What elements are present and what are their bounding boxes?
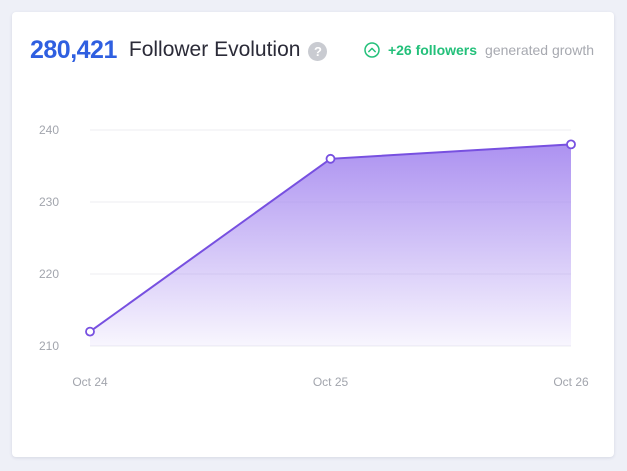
question-circle-icon[interactable]: ? (308, 42, 328, 61)
y-tick-label: 220 (39, 267, 59, 281)
y-tick-label: 240 (39, 123, 59, 137)
follower-evolution-card: 280,421 Follower Evolution ? +26 followe… (12, 12, 614, 457)
growth-value: +26 followers (387, 42, 478, 58)
growth-label: generated growth (485, 42, 594, 58)
x-tick-label: Oct 25 (313, 375, 349, 389)
data-points (85, 139, 576, 337)
y-tick-label: 230 (39, 195, 59, 209)
total-followers: 280,421 (30, 35, 117, 64)
data-point[interactable] (325, 153, 336, 164)
x-axis: Oct 24 Oct 25 Oct 26 (72, 375, 589, 389)
data-point[interactable] (85, 326, 95, 337)
card-header: 280,421 Follower Evolution ? +26 followe… (30, 34, 594, 66)
x-tick-label: Oct 24 (72, 375, 108, 389)
card-title: Follower Evolution (128, 38, 301, 61)
x-tick-label: Oct 26 (553, 375, 589, 389)
area-fill (90, 144, 571, 346)
data-point[interactable] (566, 139, 576, 150)
y-tick-label: 210 (39, 339, 59, 353)
y-axis: 210 220 230 240 (39, 123, 59, 353)
follower-area-chart: 210 220 230 240 Oct 24 Oct 25 Oct 26 (39, 123, 589, 389)
growth-summary: +26 followers generated growth (364, 42, 594, 58)
chevron-up-circle-icon (364, 42, 380, 58)
